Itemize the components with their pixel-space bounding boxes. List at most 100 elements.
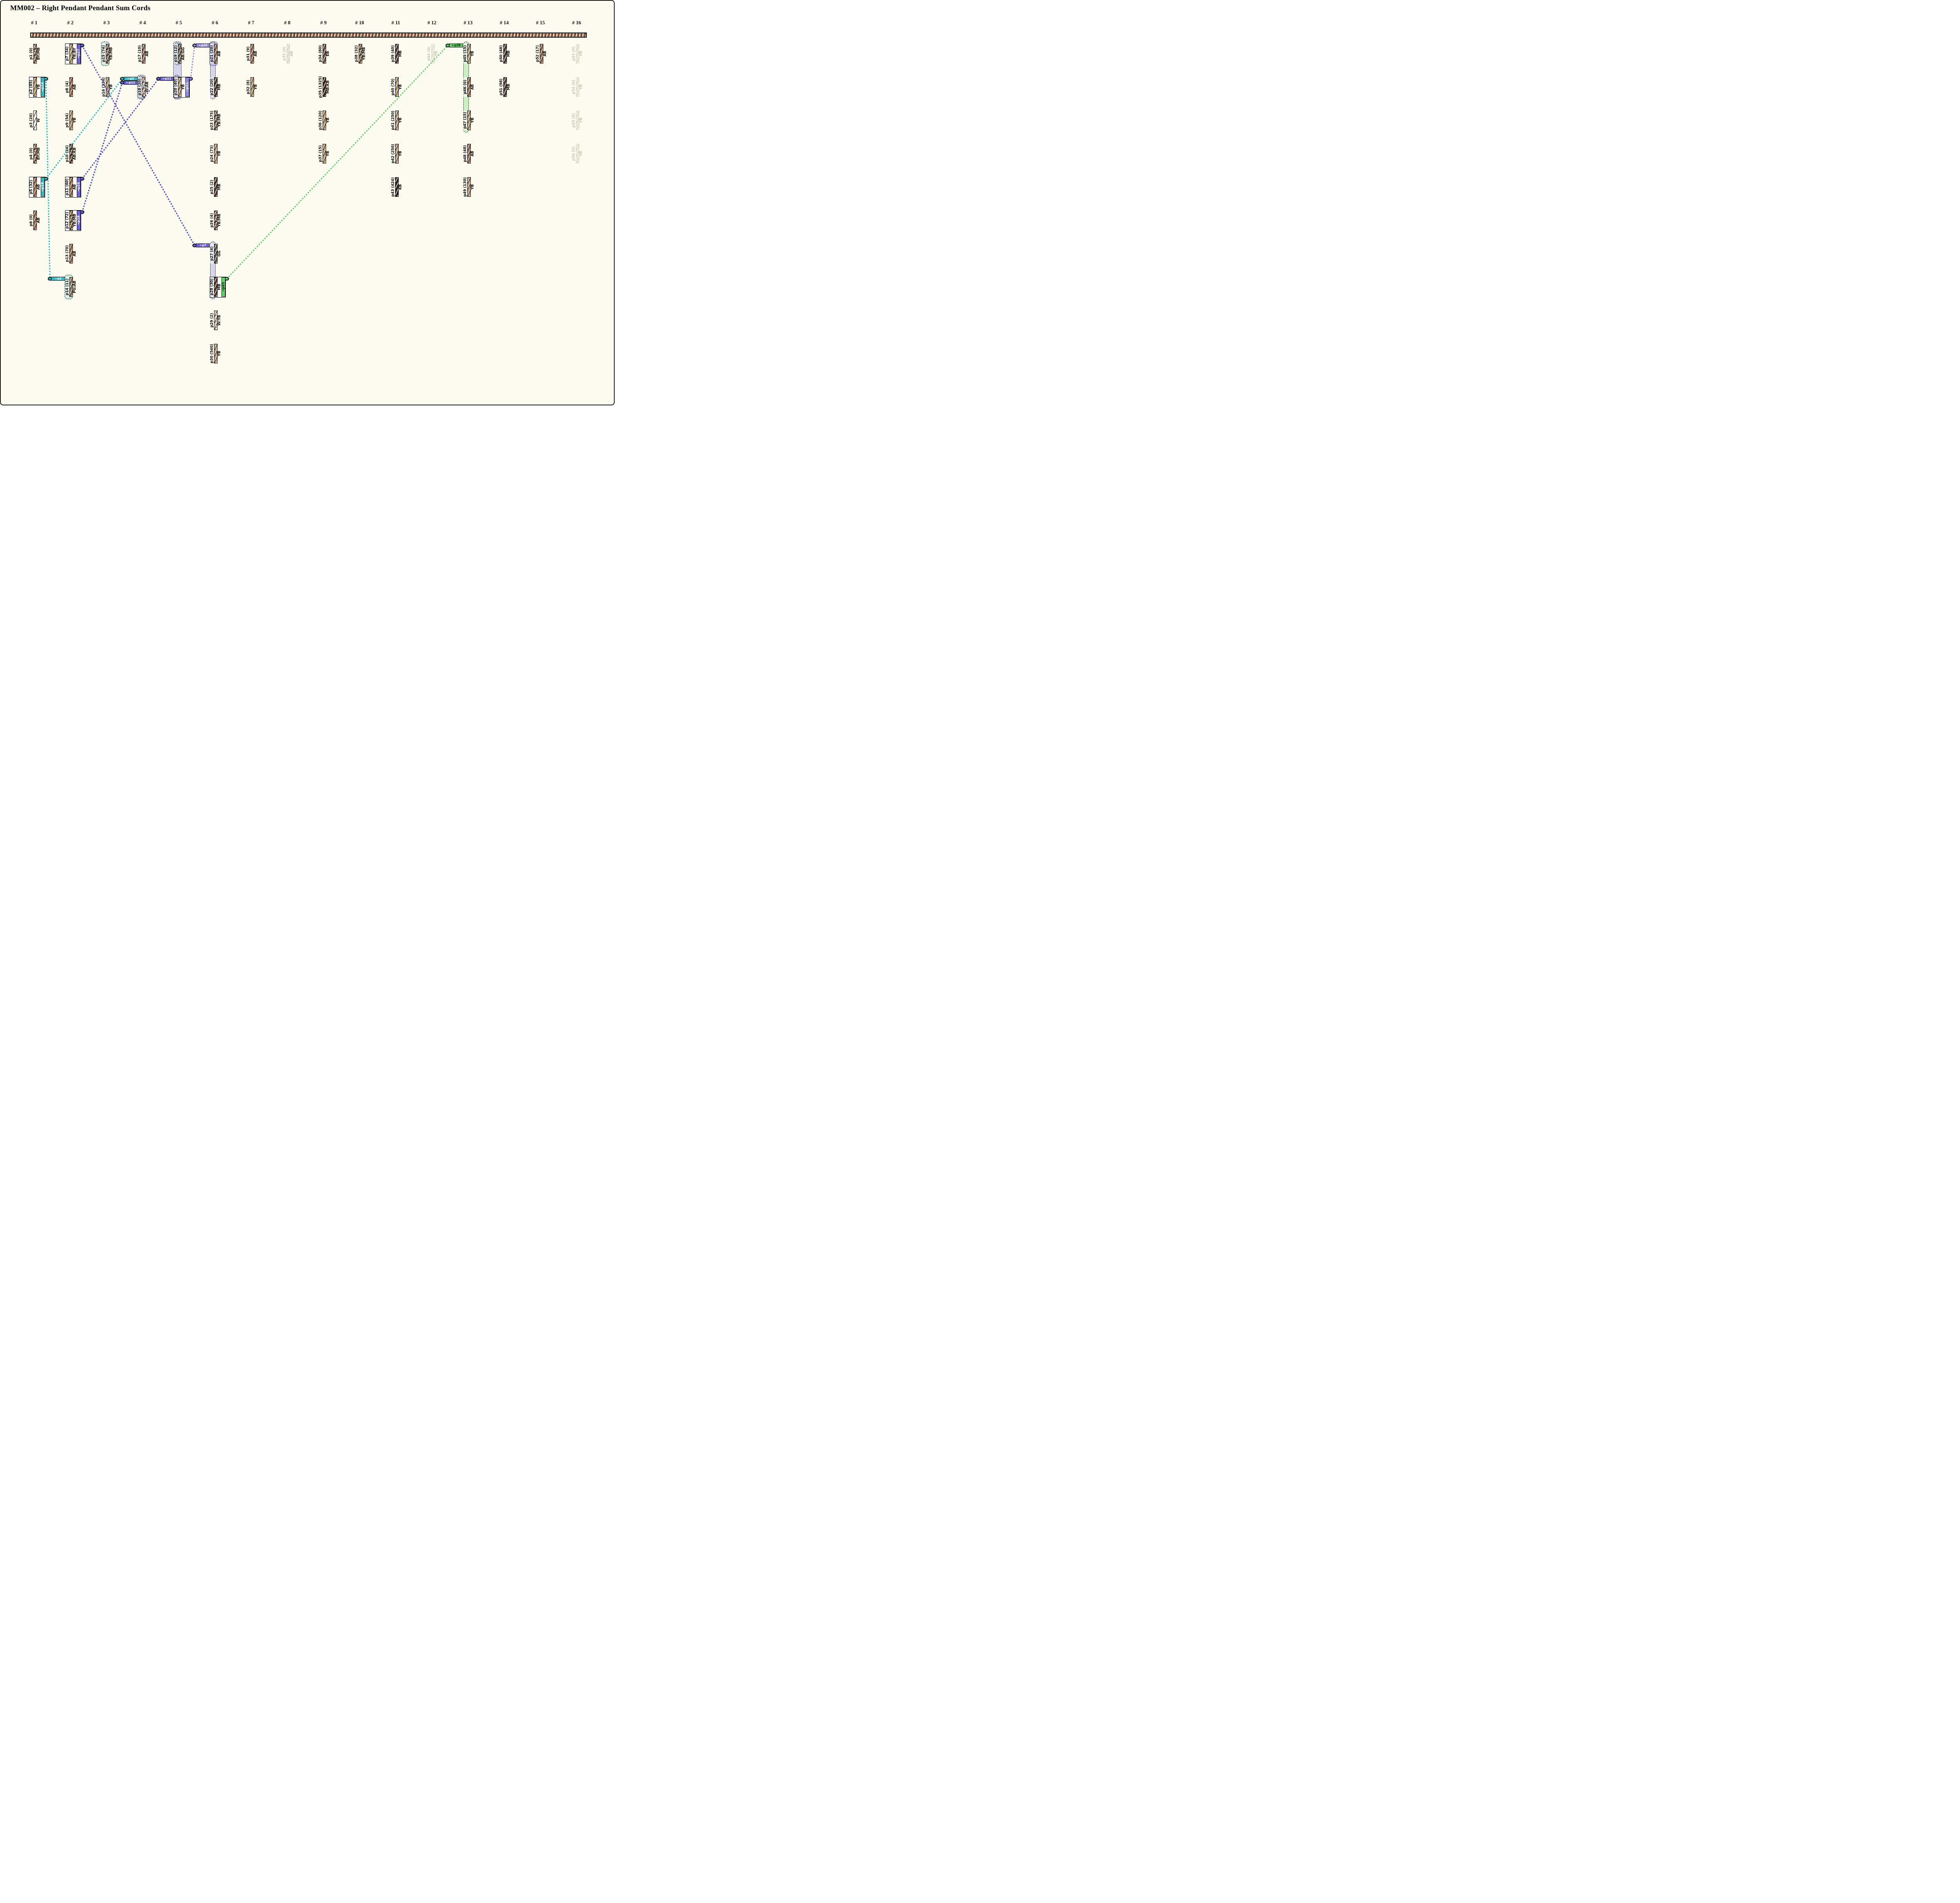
pendant-cord-bar-p40 xyxy=(395,77,399,97)
pendant-cord-bar-p5 xyxy=(33,177,37,197)
sum-link-p2-p14 xyxy=(45,78,51,279)
sum-sender-box-p2 xyxy=(40,77,45,97)
pendant-cord-bar-p17 xyxy=(142,44,145,64)
pendant-cord-bar-p27 xyxy=(214,244,218,263)
sum-receiver-box-p18-from-p12: ←p12 xyxy=(123,81,138,85)
pendant-cord-bar-p47 xyxy=(467,111,471,130)
pendant-cord-bar-p44 xyxy=(431,44,435,64)
pendant-cord-bar-p16 xyxy=(105,77,109,97)
pendant-color-code: YB xyxy=(217,351,222,356)
sum-link-p12-p18 xyxy=(82,82,123,212)
pendant-color-code: AB xyxy=(543,51,547,56)
pendant-cord-bar-p28 xyxy=(214,277,218,297)
pendant-cord-bar-p13 xyxy=(69,244,73,263)
pendant-cord-bar-p19 xyxy=(178,44,182,64)
cluster-header-12: # 12 xyxy=(427,20,437,25)
pendant-cord-bar-p18 xyxy=(142,77,145,97)
pendant-color-code: YB xyxy=(398,84,403,90)
pendant-color-code: YB:MB xyxy=(362,47,367,60)
sum-link-p5-p18 xyxy=(45,78,123,179)
pendant-label-bg xyxy=(463,77,468,97)
pendant-label-bg xyxy=(463,111,468,130)
sum-sender-box-p20 xyxy=(185,77,189,97)
pendant-color-code: YB xyxy=(326,118,330,123)
pendant-color-code: YB xyxy=(253,84,258,90)
pendant-color-code: MB xyxy=(506,84,511,91)
pendant-color-code: YB xyxy=(434,51,439,56)
cluster-header-15: # 15 xyxy=(536,20,545,25)
primary-cord xyxy=(30,33,587,38)
pendant-color-code: YB xyxy=(73,118,77,123)
sum-receiver-box-p27-from-p7: ←p7 xyxy=(196,243,210,247)
sum-sender-box-p7 xyxy=(76,44,81,64)
pendant-cord-bar-p12 xyxy=(69,211,73,230)
sum-sender-box-p11 xyxy=(76,177,81,197)
pendant-color-code: YB xyxy=(579,151,583,156)
pendant-cord-bar-p46 xyxy=(467,77,471,97)
pendant-cord-bar-p31 xyxy=(250,44,254,64)
pendant-cord-bar-p8 xyxy=(69,77,73,97)
pendant-cord-bar-p7 xyxy=(69,44,73,64)
sum-receiver-box-p14-from-p2: ←p2 xyxy=(51,277,65,281)
pendant-cord-bar-p55 xyxy=(575,111,579,130)
sum-receiver-box-p45-from-p28: ←p28 xyxy=(449,44,463,47)
pendant-color-code: MB:KB xyxy=(326,80,330,94)
pendant-cord-bar-p23 xyxy=(214,111,218,130)
cluster-header-2: # 2 xyxy=(67,20,74,25)
pendant-cord-bar-p30 xyxy=(214,344,218,363)
pendant-color-code: YB:MB xyxy=(217,214,222,227)
pendant-color-code: YB xyxy=(217,151,222,156)
cluster-header-7: # 7 xyxy=(248,20,254,25)
pendant-cord-bar-p45 xyxy=(467,44,471,64)
pendant-color-code: MB xyxy=(217,183,222,191)
sum-sender-box-p5 xyxy=(40,177,45,197)
pendant-color-code: YB xyxy=(326,151,330,156)
khipu-diagram-canvas: MM002 – Right Pendant Pendant Sum Cords … xyxy=(0,0,615,405)
pendant-cord-bar-p25 xyxy=(214,177,218,197)
pendant-cord-bar-p39 xyxy=(395,44,399,64)
pendant-color-code: BY:MB xyxy=(36,47,41,60)
pendant-cord-bar-p2 xyxy=(33,77,37,97)
pendant-cord-bar-p34 xyxy=(323,44,327,64)
pendant-color-code: AB xyxy=(470,151,475,156)
pendant-cord-bar-p50 xyxy=(503,44,507,64)
pendant-cord-bar-p56 xyxy=(575,144,579,163)
pendant-color-code: YB xyxy=(579,51,583,56)
pendant-cord-bar-p42 xyxy=(395,144,399,163)
pendant-cord-bar-p1 xyxy=(33,44,37,64)
pendant-color-code: AB xyxy=(36,218,41,223)
pendant-cord-bar-p20 xyxy=(178,77,182,97)
sum-link-p28-p45 xyxy=(226,45,448,280)
pendant-cord-bar-p9 xyxy=(69,111,73,130)
cluster-header-13: # 13 xyxy=(463,20,473,25)
pendant-color-code: AB:GG xyxy=(181,47,186,60)
pendant-color-code: AB xyxy=(253,51,258,56)
sum-receiver-box-p21-from-p20: ←p20 xyxy=(196,44,210,47)
sum-sender-box-p12 xyxy=(76,211,81,230)
pendant-color-code: KB xyxy=(398,184,403,190)
pendant-cord-bar-p29 xyxy=(214,311,218,330)
pendant-color-code: AB xyxy=(73,251,77,256)
cluster-header-11: # 11 xyxy=(391,20,400,25)
pendant-cord-bar-p38 xyxy=(359,44,363,64)
pendant-label-bg xyxy=(138,77,142,97)
pendant-cord-bar-p11 xyxy=(69,177,73,197)
pendant-color-code: YB xyxy=(579,118,583,123)
pendant-cord-bar-p53 xyxy=(575,44,579,64)
pendant-color-code: W xyxy=(36,118,41,123)
sum-links-svg xyxy=(44,44,450,281)
pendant-color-code: AB:KB xyxy=(73,147,77,160)
pendant-color-code: YB xyxy=(398,118,403,123)
pendant-label-bg xyxy=(174,77,178,97)
pendant-label-bg xyxy=(102,44,106,64)
pendant-color-code: W:AB xyxy=(145,82,149,93)
pendant-cord-bar-p41 xyxy=(395,111,399,130)
pendant-label-bg xyxy=(65,277,70,297)
pendant-label-bg xyxy=(174,44,178,64)
pendant-cord-bar-p48 xyxy=(467,144,471,163)
pendant-cord-bar-p24 xyxy=(214,144,218,163)
pendant-cord-bar-p21 xyxy=(214,44,218,64)
pendant-color-code: YB xyxy=(398,151,403,156)
pendant-color-code: AB xyxy=(470,84,475,90)
sum-receiver-box-p20-from-p11: ←p11 xyxy=(160,77,174,81)
